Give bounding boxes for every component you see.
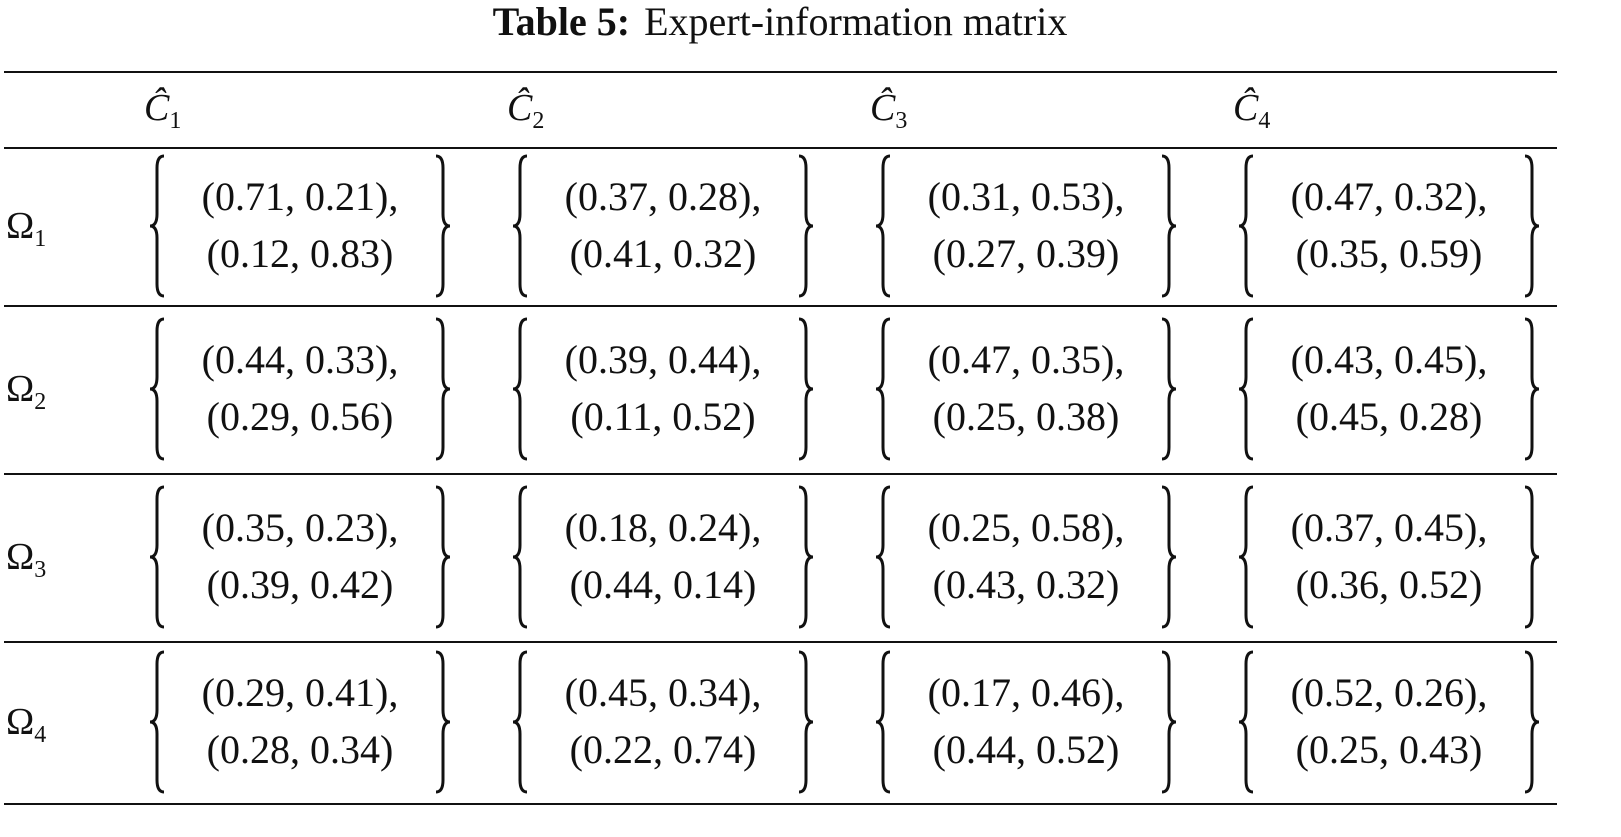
- cell-line: (0.22, 0.74): [569, 727, 757, 772]
- column-symbol: Ĉ: [1233, 87, 1259, 129]
- cell-line: (0.52, 0.26),: [1290, 670, 1488, 715]
- brace: [1238, 154, 1254, 298]
- cell-line: (0.28, 0.34): [206, 727, 394, 772]
- cell-line: (0.25, 0.43): [1295, 727, 1483, 772]
- rule: [4, 641, 1557, 643]
- brace: [1161, 650, 1177, 794]
- column-header: Ĉ3: [870, 86, 907, 143]
- brace: [1161, 154, 1177, 298]
- rule: [4, 71, 1557, 73]
- row-symbol-sub: 4: [34, 722, 47, 748]
- cell-line: (0.39, 0.44),: [564, 337, 762, 382]
- row-symbol: Ω: [6, 536, 35, 578]
- cell-line: (0.45, 0.34),: [564, 670, 762, 715]
- brace: [798, 154, 814, 298]
- cell-line: (0.37, 0.28),: [564, 174, 762, 219]
- cell-line: (0.39, 0.42): [206, 562, 394, 607]
- cell-line: (0.44, 0.33),: [201, 337, 399, 382]
- cell-line: (0.29, 0.56): [206, 394, 394, 439]
- rule: [4, 305, 1557, 307]
- brace: [512, 317, 528, 461]
- row-symbol: Ω: [6, 368, 35, 410]
- row-symbol-sub: 2: [34, 389, 47, 415]
- brace: [798, 485, 814, 629]
- column-header: Ĉ4: [1233, 86, 1270, 143]
- brace: [1161, 317, 1177, 461]
- brace: [512, 154, 528, 298]
- cell-line: (0.43, 0.32): [932, 562, 1120, 607]
- row-label: Ω3: [6, 535, 46, 592]
- cell-line: (0.44, 0.14): [569, 562, 757, 607]
- cell-line: (0.41, 0.32): [569, 231, 757, 276]
- brace: [149, 485, 165, 629]
- cell-line: (0.44, 0.52): [932, 727, 1120, 772]
- brace: [1238, 650, 1254, 794]
- cell-line: (0.12, 0.83): [206, 231, 394, 276]
- column-symbol: Ĉ: [507, 87, 533, 129]
- brace: [1524, 154, 1540, 298]
- column-symbol-sub: 1: [169, 108, 182, 134]
- cell-line: (0.27, 0.39): [932, 231, 1120, 276]
- cell-line: (0.25, 0.58),: [927, 505, 1125, 550]
- brace: [875, 485, 891, 629]
- brace: [435, 154, 451, 298]
- rule: [4, 803, 1557, 805]
- brace: [1524, 317, 1540, 461]
- rule: [4, 147, 1557, 149]
- brace: [798, 317, 814, 461]
- caption-title: Expert-information matrix: [644, 0, 1068, 44]
- cell-line: (0.37, 0.45),: [1290, 505, 1488, 550]
- brace: [875, 154, 891, 298]
- brace: [798, 650, 814, 794]
- brace: [149, 650, 165, 794]
- column-header: Ĉ1: [144, 86, 181, 143]
- brace: [512, 650, 528, 794]
- row-label: Ω4: [6, 700, 46, 757]
- brace: [512, 485, 528, 629]
- brace: [149, 154, 165, 298]
- cell-line: (0.31, 0.53),: [927, 174, 1125, 219]
- brace: [1161, 485, 1177, 629]
- cell-line: (0.18, 0.24),: [564, 505, 762, 550]
- brace: [435, 650, 451, 794]
- column-header: Ĉ2: [507, 86, 544, 143]
- cell-line: (0.47, 0.35),: [927, 337, 1125, 382]
- row-symbol-sub: 3: [34, 557, 47, 583]
- cell-line: (0.45, 0.28): [1295, 394, 1483, 439]
- cell-line: (0.35, 0.23),: [201, 505, 399, 550]
- cell-line: (0.29, 0.41),: [201, 670, 399, 715]
- brace: [149, 317, 165, 461]
- brace: [1524, 485, 1540, 629]
- column-symbol: Ĉ: [870, 87, 896, 129]
- caption-label: Table 5:: [492, 0, 631, 44]
- rule: [4, 473, 1557, 475]
- caption: Table 5: Expert-information matrix: [0, 0, 1560, 44]
- cell-line: (0.71, 0.21),: [201, 174, 399, 219]
- row-symbol: Ω: [6, 701, 35, 743]
- cell-line: (0.47, 0.32),: [1290, 174, 1488, 219]
- row-label: Ω1: [6, 204, 46, 261]
- brace: [435, 317, 451, 461]
- column-symbol-sub: 2: [532, 108, 545, 134]
- brace: [1524, 650, 1540, 794]
- brace: [435, 485, 451, 629]
- brace: [875, 650, 891, 794]
- row-symbol-sub: 1: [34, 226, 47, 252]
- brace: [1238, 317, 1254, 461]
- cell-line: (0.43, 0.45),: [1290, 337, 1488, 382]
- brace: [875, 317, 891, 461]
- cell-line: (0.17, 0.46),: [927, 670, 1125, 715]
- cell-line: (0.25, 0.38): [932, 394, 1120, 439]
- brace: [1238, 485, 1254, 629]
- row-symbol: Ω: [6, 205, 35, 247]
- cell-line: (0.35, 0.59): [1295, 231, 1483, 276]
- cell-line: (0.11, 0.52): [570, 394, 756, 439]
- cell-line: (0.36, 0.52): [1295, 562, 1483, 607]
- column-symbol-sub: 4: [1258, 108, 1271, 134]
- column-symbol: Ĉ: [144, 87, 170, 129]
- row-label: Ω2: [6, 367, 46, 424]
- column-symbol-sub: 3: [895, 108, 908, 134]
